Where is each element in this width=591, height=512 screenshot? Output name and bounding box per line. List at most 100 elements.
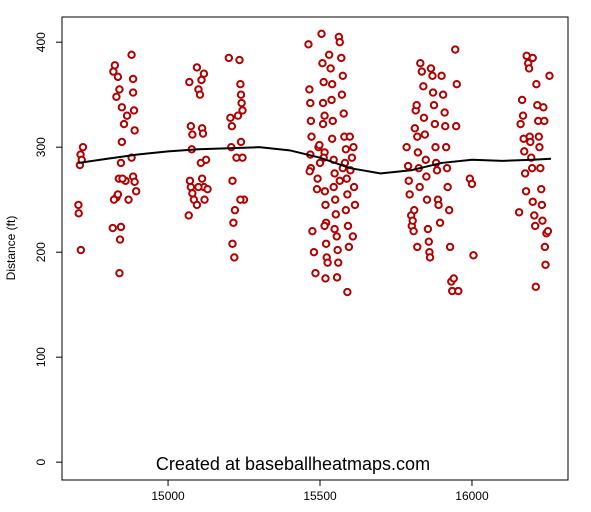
point (451, 121, 461, 131)
point (110, 61, 120, 70)
point (410, 205, 419, 215)
y-tick-label: 100 (34, 347, 48, 367)
point (228, 239, 237, 248)
point (410, 124, 420, 133)
point (112, 92, 121, 101)
point (131, 187, 141, 196)
point (332, 273, 342, 282)
point (343, 287, 352, 297)
y-axis-label: Distance (ft) (4, 216, 18, 281)
point (454, 286, 463, 296)
x-tick-label: 15500 (303, 489, 337, 503)
point (541, 260, 550, 269)
point (227, 121, 237, 131)
point (442, 163, 452, 173)
point (306, 116, 316, 126)
point (545, 71, 554, 80)
point (538, 216, 547, 225)
point (318, 58, 327, 68)
point (237, 98, 246, 108)
y-tick-label: 200 (34, 242, 48, 262)
point (335, 37, 344, 47)
point (312, 184, 322, 194)
point (429, 100, 439, 110)
point (528, 197, 537, 206)
point (119, 119, 129, 129)
point (535, 142, 544, 152)
point (430, 119, 440, 129)
point (226, 113, 235, 122)
point (130, 126, 139, 135)
point (335, 176, 344, 185)
point (192, 200, 202, 210)
point (224, 53, 234, 63)
point (184, 211, 193, 220)
point (331, 210, 341, 219)
point (236, 195, 245, 204)
point (304, 40, 313, 49)
point (197, 174, 207, 183)
point (117, 103, 127, 112)
point (321, 239, 331, 248)
point (236, 137, 246, 147)
point (338, 71, 348, 80)
point (192, 63, 202, 72)
point (200, 195, 209, 204)
point (428, 88, 438, 97)
point (520, 147, 529, 156)
point (344, 242, 354, 252)
point (327, 134, 337, 143)
point (113, 72, 123, 82)
point (115, 235, 125, 244)
point (432, 166, 442, 175)
point (194, 182, 203, 192)
point (113, 190, 123, 199)
point (517, 95, 527, 105)
point (129, 106, 139, 115)
point (78, 142, 88, 152)
point (449, 274, 458, 283)
point (426, 64, 436, 73)
point (203, 184, 212, 194)
point (115, 268, 124, 278)
point (238, 153, 247, 162)
point (435, 218, 445, 227)
point (195, 90, 205, 99)
point (327, 95, 336, 105)
point (404, 176, 413, 185)
point (319, 77, 328, 87)
point (530, 221, 540, 231)
point (315, 140, 324, 150)
point (332, 232, 341, 241)
point (402, 142, 411, 152)
point (309, 247, 319, 257)
point (428, 71, 437, 80)
point (320, 111, 329, 120)
point (127, 50, 136, 59)
point (230, 253, 239, 262)
point (349, 182, 359, 192)
point (311, 268, 320, 278)
point (308, 226, 317, 236)
point (76, 245, 86, 255)
point (236, 90, 246, 99)
point (539, 103, 548, 112)
point (451, 45, 460, 54)
point (229, 218, 238, 227)
annotation: Created at baseballheatmaps.com (156, 454, 430, 474)
point (321, 274, 330, 283)
point (334, 258, 343, 267)
point (416, 58, 425, 68)
point (347, 153, 357, 162)
point (408, 216, 417, 225)
point (452, 79, 461, 89)
point (188, 130, 197, 139)
point (537, 200, 547, 210)
point (235, 55, 244, 65)
plot-frame (61, 16, 569, 481)
point (74, 209, 83, 218)
trend-line (78, 146, 552, 175)
point (514, 208, 524, 217)
point (521, 187, 531, 196)
